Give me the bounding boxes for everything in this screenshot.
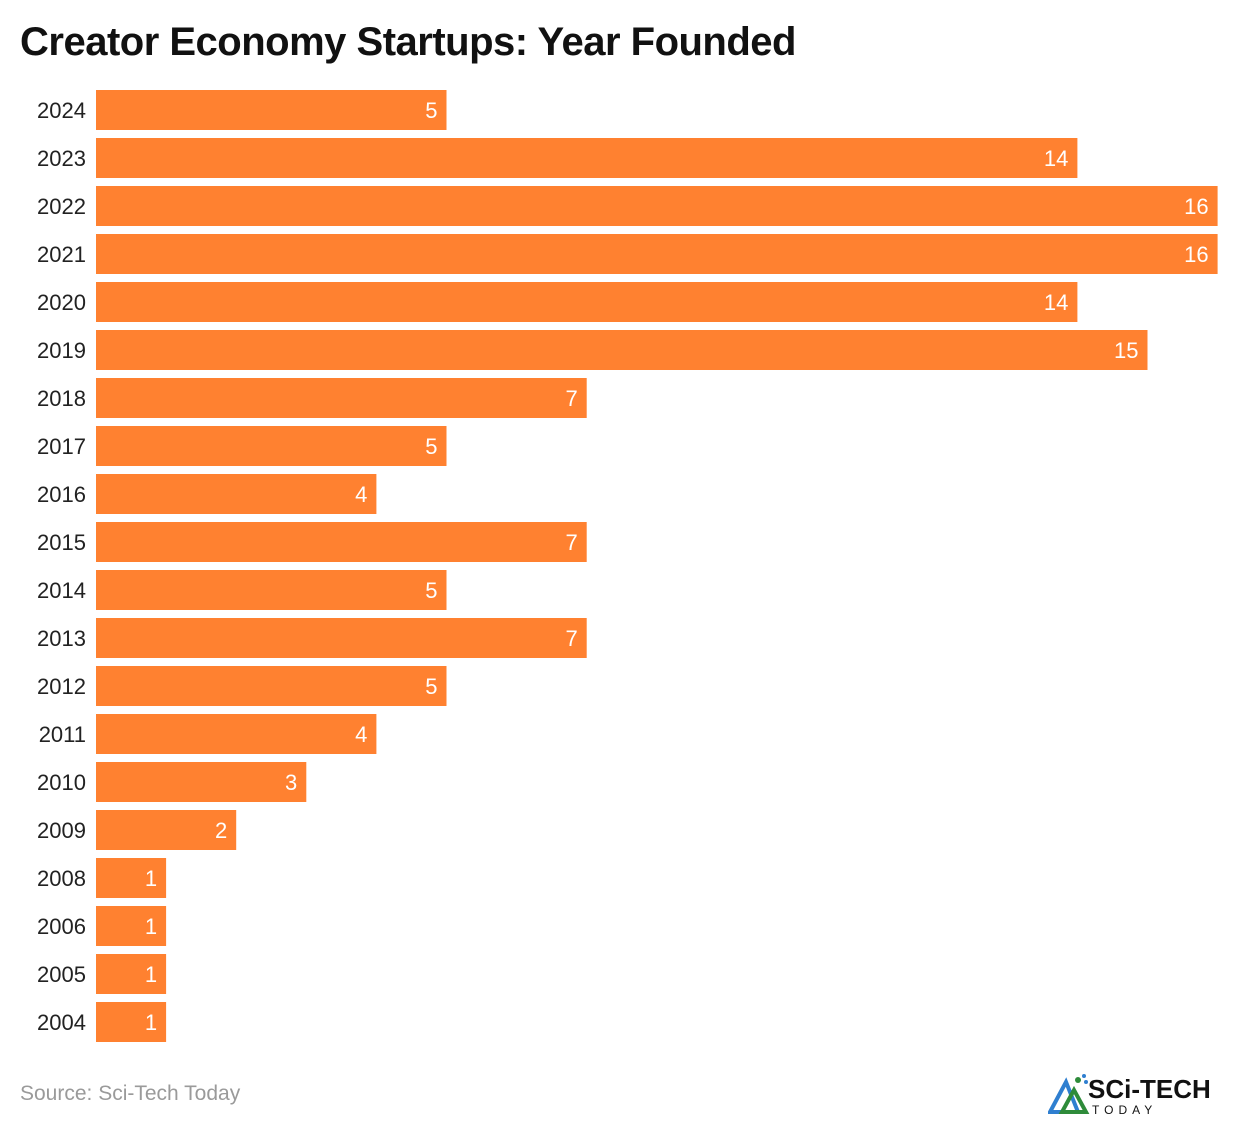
data-label: 15: [1114, 338, 1138, 363]
bar-2015: [96, 522, 587, 562]
data-label: 16: [1184, 242, 1208, 267]
bar-2014: [96, 570, 447, 610]
category-label: 2012: [37, 674, 86, 699]
data-label: 5: [425, 434, 437, 459]
category-label: 2019: [37, 338, 86, 363]
bar-2020: [96, 282, 1078, 322]
data-label: 14: [1044, 146, 1068, 171]
category-label: 2004: [37, 1010, 86, 1035]
data-label: 4: [355, 482, 367, 507]
category-label: 2013: [37, 626, 86, 651]
category-label: 2009: [37, 818, 86, 843]
data-label: 7: [565, 626, 577, 651]
category-label: 2005: [37, 962, 86, 987]
data-label: 5: [425, 98, 437, 123]
data-label: 1: [145, 1010, 157, 1035]
bar-2023: [96, 138, 1078, 178]
data-label: 1: [145, 962, 157, 987]
bar-2021: [96, 234, 1218, 274]
chart-title: Creator Economy Startups: Year Founded: [20, 20, 796, 64]
bar-2010: [96, 762, 307, 802]
category-label: 2015: [37, 530, 86, 555]
data-label: 7: [565, 530, 577, 555]
category-label: 2017: [37, 434, 86, 459]
data-label: 1: [145, 914, 157, 939]
data-label: 5: [425, 674, 437, 699]
bar-2004: [96, 1002, 167, 1042]
data-label: 14: [1044, 290, 1068, 315]
bar-2008: [96, 858, 167, 898]
data-label: 16: [1184, 194, 1208, 219]
bar-2005: [96, 954, 167, 994]
category-label: 2021: [37, 242, 86, 267]
category-label: 2022: [37, 194, 86, 219]
data-label: 7: [565, 386, 577, 411]
bar-2019: [96, 330, 1148, 370]
source-note: Source: Sci-Tech Today: [20, 1082, 241, 1105]
logo-subtext: TODAY: [1092, 1103, 1157, 1117]
bar-2006: [96, 906, 167, 946]
logo-text: SCi-TECH: [1088, 1074, 1211, 1104]
category-label: 2024: [37, 98, 86, 123]
data-label: 1: [145, 866, 157, 891]
bar-2017: [96, 426, 447, 466]
sci-tech-today-logo: SCi-TECH TODAY: [1048, 1074, 1211, 1117]
bar-2016: [96, 474, 377, 514]
bar-2024: [96, 90, 447, 130]
category-label: 2023: [37, 146, 86, 171]
bar-2013: [96, 618, 587, 658]
category-label: 2018: [37, 386, 86, 411]
data-label: 2: [215, 818, 227, 843]
bar-2022: [96, 186, 1218, 226]
bar-2011: [96, 714, 377, 754]
data-label: 4: [355, 722, 367, 747]
data-label: 3: [285, 770, 297, 795]
category-label: 2006: [37, 914, 86, 939]
category-label: 2008: [37, 866, 86, 891]
bar-2012: [96, 666, 447, 706]
category-label: 2016: [37, 482, 86, 507]
category-label: 2020: [37, 290, 86, 315]
category-label: 2010: [37, 770, 86, 795]
category-label: 2014: [37, 578, 86, 603]
bar-2018: [96, 378, 587, 418]
bar-2009: [96, 810, 237, 850]
category-label: 2011: [39, 722, 86, 747]
data-label: 5: [425, 578, 437, 603]
